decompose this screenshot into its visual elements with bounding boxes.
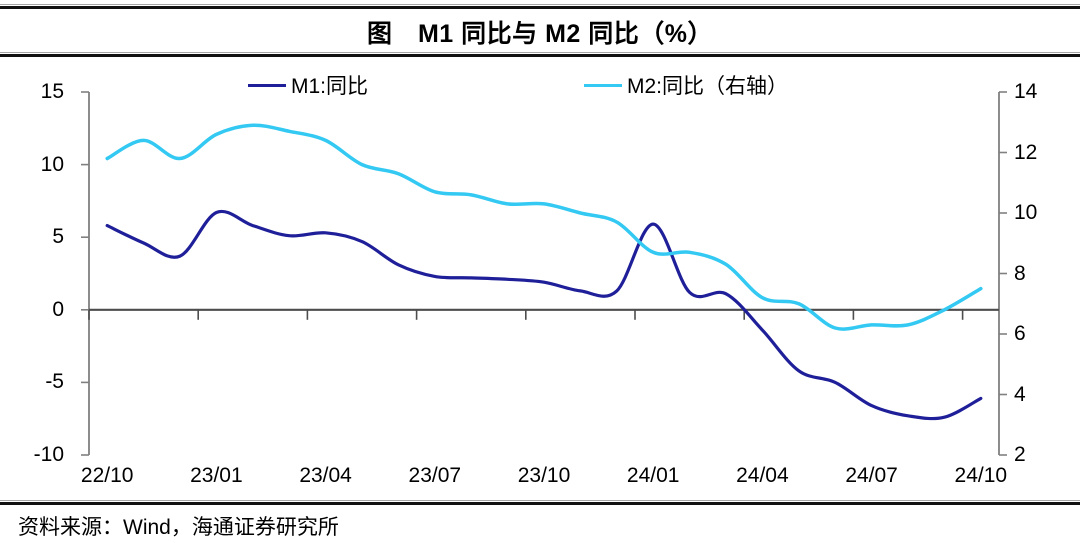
left-axis-label-10: 10: [40, 152, 64, 176]
chart-title: 图 M1 同比与 M2 同比（%）: [366, 20, 714, 48]
left-axis-label-15: 15: [40, 80, 64, 103]
left-axis-label--10: -10: [33, 443, 64, 466]
right-axis-label-12: 12: [1014, 140, 1038, 164]
right-axis-label-8: 8: [1014, 261, 1026, 285]
x-axis-label-24/10: 24/10: [954, 464, 1008, 487]
right-axis-label-2: 2: [1014, 443, 1026, 466]
top-rule-thin: [0, 4, 1080, 5]
m1-series-line: [105, 209, 983, 421]
title-rule-thin: [0, 52, 1080, 53]
x-axis-label-24/01: 24/01: [626, 464, 680, 487]
x-axis-label-23/04: 23/04: [299, 464, 352, 487]
title-rule-thick: [0, 54, 1080, 57]
x-axis-label-23/10: 23/10: [517, 464, 571, 487]
x-axis-label-23/07: 23/07: [408, 464, 462, 487]
legend-label-m1: M1:同比: [291, 75, 369, 98]
m2-series-line: [105, 123, 983, 331]
right-axis-label-6: 6: [1014, 322, 1026, 345]
x-axis-label-22/10: 22/10: [80, 464, 134, 487]
left-axis-label--5: -5: [45, 370, 64, 394]
m1-line-swatch: [248, 83, 286, 87]
x-axis-label-23/01: 23/01: [190, 464, 243, 487]
top-rule-thick: [0, 6, 1080, 9]
legend-item-m2: M2:同比（右轴）: [584, 71, 788, 99]
left-axis-label-0: 0: [52, 297, 64, 321]
x-axis-label-24/04: 24/04: [736, 464, 789, 487]
bottom-rule-thin: [0, 500, 1080, 501]
legend-label-m2: M2:同比（右轴）: [627, 75, 789, 98]
bottom-rule-thick: [0, 502, 1080, 505]
right-axis-label-10: 10: [1014, 201, 1038, 224]
left-axis-label-5: 5: [52, 225, 64, 249]
right-axis-label-14: 14: [1014, 80, 1038, 103]
x-axis-label-24/07: 24/07: [845, 464, 898, 487]
source-attribution: 资料来源：Wind，海通证券研究所: [18, 516, 339, 539]
right-axis-label-4: 4: [1014, 382, 1026, 406]
legend-item-m1: M1:同比: [248, 71, 368, 99]
m2-line-swatch: [584, 83, 622, 87]
